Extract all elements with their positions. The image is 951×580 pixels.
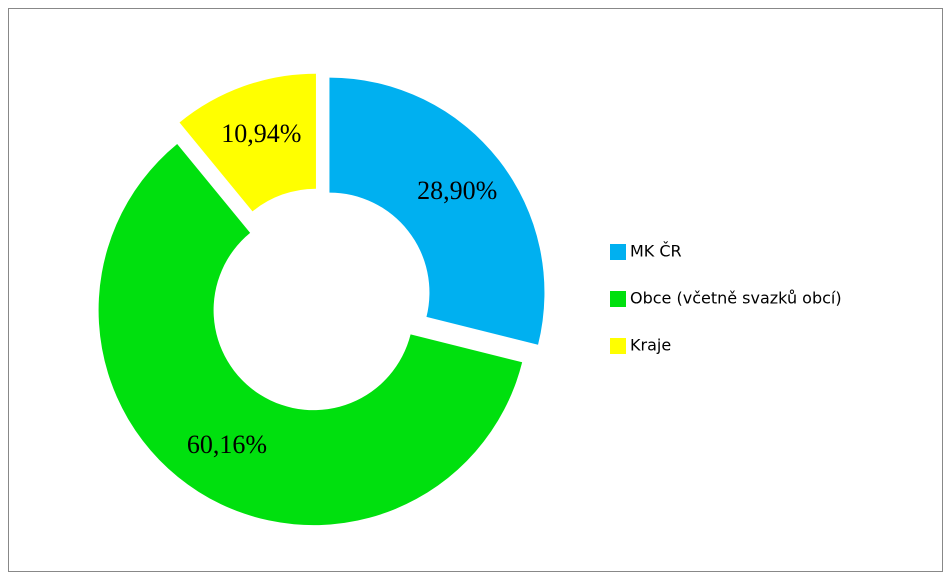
- legend-label: MK ČR: [630, 242, 682, 261]
- donut-slice: [98, 143, 523, 526]
- value-label: 60,16%: [187, 430, 267, 459]
- legend-swatch: [610, 291, 626, 307]
- legend-swatch: [610, 244, 626, 260]
- donut-slice: [179, 73, 316, 212]
- value-label: 28,90%: [417, 176, 497, 205]
- value-label: 10,94%: [221, 119, 301, 148]
- legend-label: Obce (včetně svazků obcí): [630, 289, 842, 308]
- legend-swatch: [610, 338, 626, 354]
- legend-label: Kraje: [630, 336, 671, 355]
- donut-slice: [329, 77, 545, 345]
